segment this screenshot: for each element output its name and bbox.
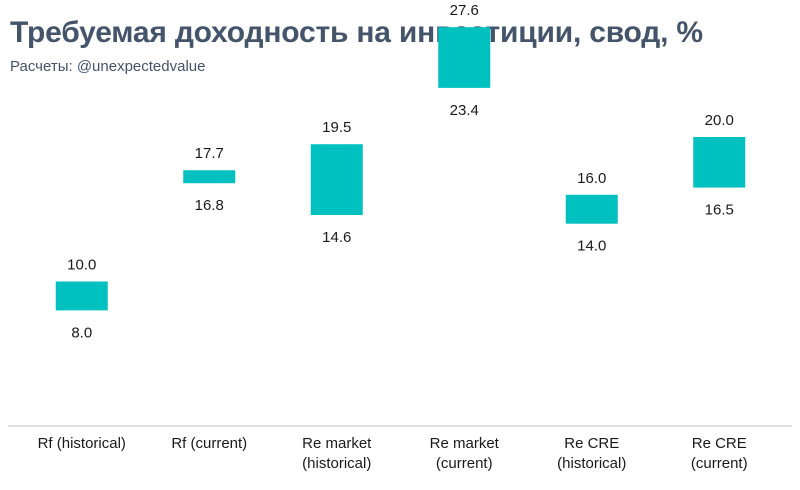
category-label-3-line-2: (historical) — [302, 455, 371, 472]
chart-title: Требуемая доходность на инвестиции, свод… — [10, 16, 703, 49]
category-label-6-line-2: (current) — [691, 455, 748, 472]
high-value-label-6: 20.0 — [705, 112, 734, 129]
low-value-label-6: 16.5 — [705, 202, 734, 219]
low-value-label-2: 16.8 — [195, 197, 224, 214]
high-value-label-3: 19.5 — [322, 119, 351, 136]
range-bar-6 — [693, 137, 746, 188]
category-label-4-line-1: Re market — [430, 435, 500, 452]
range-bar-3 — [310, 144, 363, 216]
range-bar-1 — [55, 281, 108, 311]
low-value-label-1: 8.0 — [71, 324, 92, 341]
category-label-5-line-2: (historical) — [557, 455, 626, 472]
range-bar-4 — [438, 27, 491, 88]
high-value-label-5: 16.0 — [577, 170, 606, 187]
high-value-label-2: 17.7 — [195, 145, 224, 162]
category-label-3-line-1: Re market — [302, 435, 372, 452]
low-value-label-5: 14.0 — [577, 238, 606, 255]
range-bar-2 — [183, 170, 236, 184]
high-value-label-1: 10.0 — [67, 257, 96, 274]
range-bar-5 — [565, 194, 618, 224]
low-value-label-4: 23.4 — [450, 102, 479, 119]
category-label-5-line-1: Re CRE — [564, 435, 619, 452]
category-label-2: Rf (current) — [171, 435, 247, 452]
category-label-1: Rf (historical) — [38, 435, 126, 452]
category-label-6-line-1: Re CRE — [692, 435, 747, 452]
high-value-label-4: 27.6 — [450, 2, 479, 19]
low-value-label-3: 14.6 — [322, 229, 351, 246]
chart-subtitle: Расчеты: @unexpectedvalue — [10, 58, 206, 75]
category-label-4-line-2: (current) — [436, 455, 493, 472]
